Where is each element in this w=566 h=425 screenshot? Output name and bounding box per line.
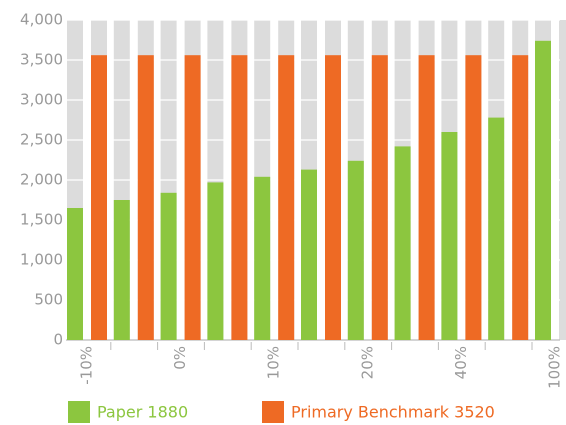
y-tick-label: 500 — [34, 291, 63, 309]
legend-swatch — [68, 401, 90, 423]
bar — [137, 55, 154, 340]
x-tick-label: 20% — [358, 346, 376, 379]
y-tick-label: 3,000 — [20, 91, 63, 109]
y-tick-label: 1,000 — [20, 251, 63, 269]
legend-swatch — [262, 401, 284, 423]
legend-label: Primary Benchmark 3520 — [291, 403, 495, 422]
bar — [325, 55, 341, 340]
bar — [160, 192, 177, 340]
x-tick-label: 100% — [546, 346, 564, 389]
bar — [301, 169, 317, 340]
y-tick-label: 0 — [53, 331, 63, 349]
x-tick-label: 0% — [171, 346, 189, 370]
bar — [91, 55, 107, 340]
bar — [347, 160, 364, 340]
legend-label: Paper 1880 — [97, 403, 188, 422]
bar — [441, 132, 458, 340]
y-tick-label: 3,500 — [20, 51, 63, 69]
x-tick-label: 10% — [265, 346, 283, 379]
y-tick-label: 2,500 — [20, 131, 63, 149]
background-bar — [559, 20, 566, 340]
bar — [465, 55, 482, 340]
bar — [512, 55, 529, 340]
bar — [488, 117, 505, 340]
bar — [207, 182, 224, 340]
bar — [371, 55, 388, 340]
y-tick-label: 1,500 — [20, 211, 63, 229]
bar — [254, 176, 271, 340]
x-tick-label: 40% — [452, 346, 470, 379]
bar — [113, 200, 130, 340]
x-tick-label: -10% — [78, 346, 96, 385]
y-tick-label: 4,000 — [20, 11, 63, 29]
bar — [535, 40, 551, 341]
bar — [394, 146, 411, 340]
bar — [278, 55, 295, 340]
bar — [231, 55, 248, 340]
bar — [184, 55, 201, 340]
y-tick-label: 2,000 — [20, 171, 63, 189]
bar — [418, 55, 435, 340]
bar — [67, 208, 83, 340]
